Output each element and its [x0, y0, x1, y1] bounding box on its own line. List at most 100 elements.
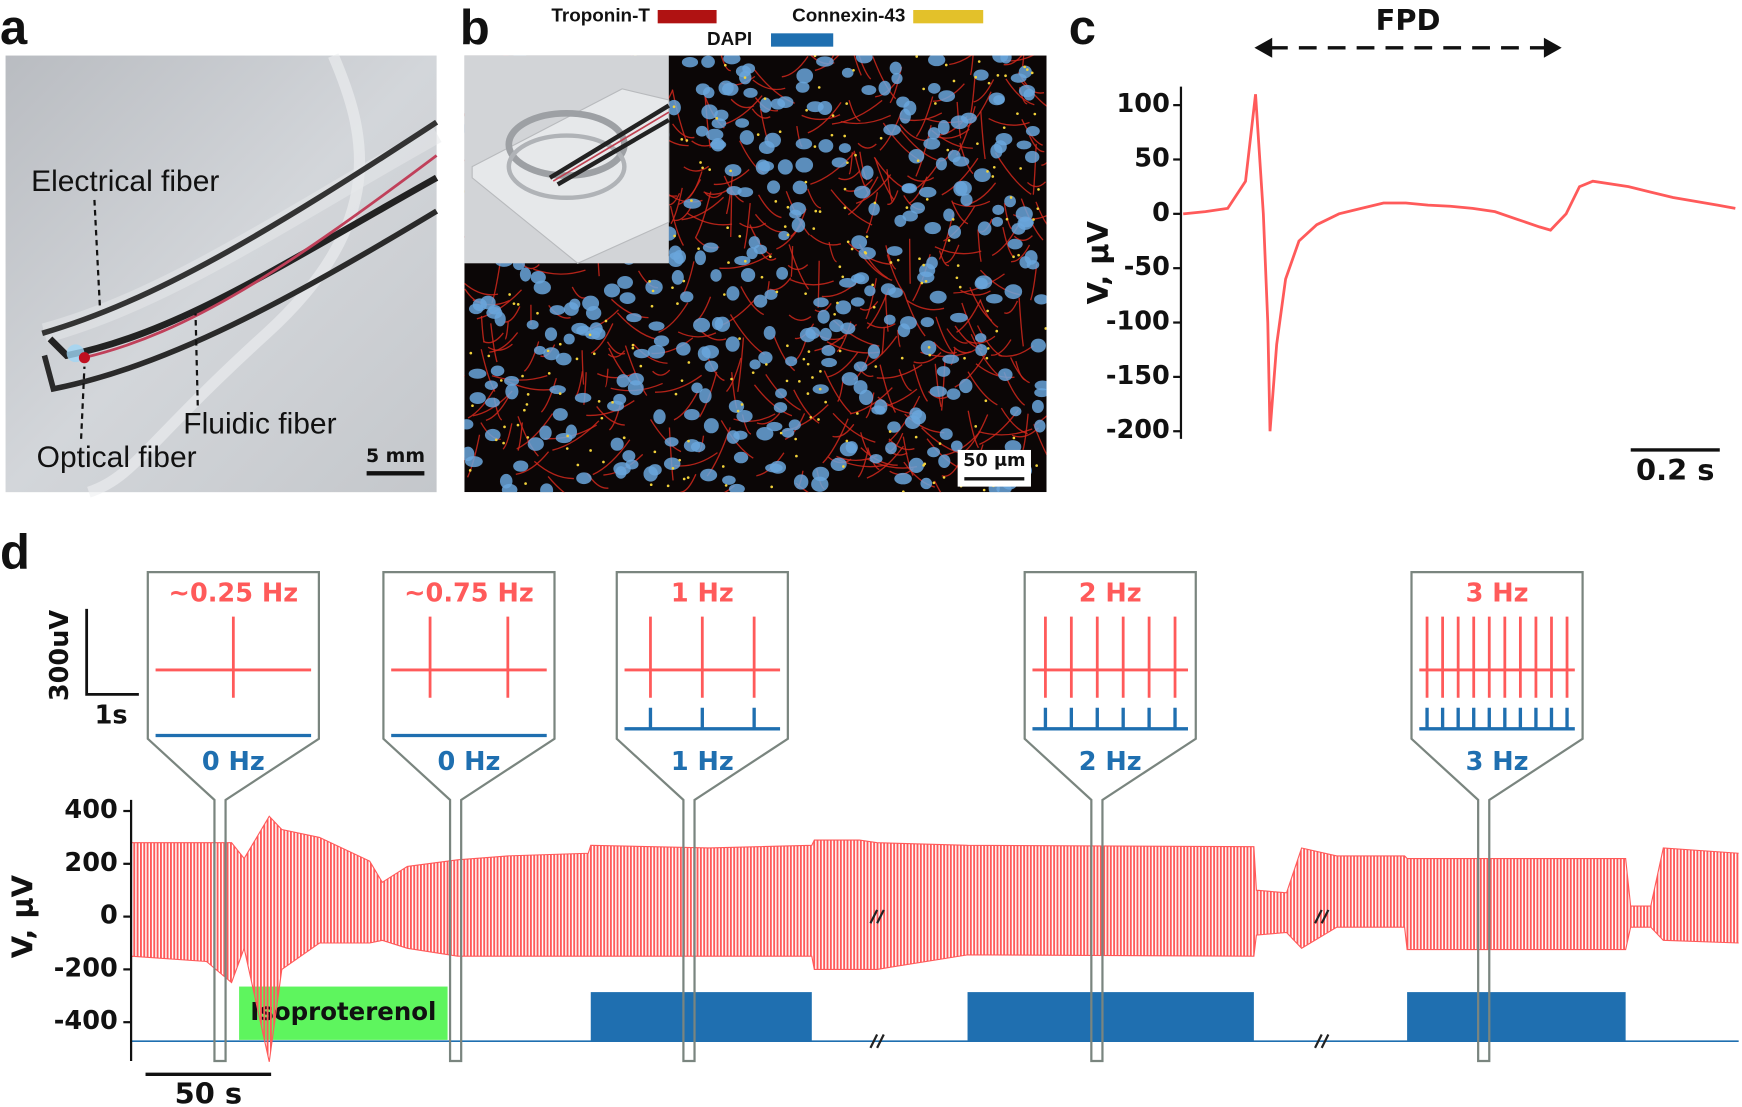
nucleus	[953, 181, 968, 197]
nucleus	[841, 372, 859, 386]
junction	[843, 187, 847, 191]
nucleus	[726, 185, 742, 196]
junction	[768, 255, 772, 259]
nucleus	[992, 55, 1009, 63]
nucleus	[684, 408, 700, 421]
fiber-texture	[788, 244, 810, 290]
nucleus	[869, 453, 883, 464]
nucleus	[946, 388, 961, 400]
fiber-texture	[681, 196, 725, 221]
fiber-texture	[720, 55, 731, 72]
junction	[856, 412, 859, 415]
fiber-texture	[743, 202, 751, 249]
junction	[934, 102, 937, 105]
nucleus	[691, 382, 703, 394]
legend-label: Troponin-T	[551, 6, 650, 27]
junction	[701, 166, 704, 170]
junction	[986, 347, 990, 350]
fiber-texture	[1027, 181, 1047, 188]
y-tick-label: -200	[54, 953, 118, 983]
inset-spikes	[155, 616, 312, 698]
nucleus	[494, 311, 506, 327]
junction	[1036, 207, 1040, 211]
nucleus	[763, 326, 776, 340]
nucleus	[891, 72, 903, 85]
nucleus	[1034, 380, 1047, 391]
nucleus	[726, 286, 740, 301]
junction	[925, 198, 929, 201]
nucleus	[711, 138, 725, 152]
fiber-texture	[1021, 118, 1043, 146]
nucleus	[697, 346, 711, 361]
junction	[738, 337, 741, 340]
fiber-texture	[464, 282, 499, 296]
junction	[521, 374, 524, 378]
fiber-texture	[1018, 297, 1024, 347]
y-tick-label: -150	[1106, 361, 1170, 391]
fiber-texture	[687, 212, 733, 226]
fiber-texture	[790, 246, 794, 277]
inset-frame	[1023, 571, 1197, 1063]
nucleus	[775, 388, 787, 399]
panel-label: c	[1069, 1, 1096, 55]
junction	[838, 265, 842, 269]
junction	[938, 442, 942, 445]
nucleus	[681, 57, 699, 68]
fiber-texture	[464, 112, 466, 116]
junction	[922, 263, 925, 267]
junction	[802, 357, 806, 361]
trace-upper	[131, 815, 1739, 907]
scale-bar-label: 0.2 s	[1636, 453, 1714, 487]
junction	[565, 447, 569, 450]
stimulus-block	[1407, 992, 1626, 1042]
junction	[920, 281, 924, 285]
fiber-texture	[590, 323, 614, 354]
junction	[795, 454, 798, 458]
fiber-texture	[838, 170, 861, 181]
fiber-texture	[966, 335, 996, 344]
inset-scale-x: 1s	[95, 701, 128, 731]
y-tick-label: -400	[54, 1006, 118, 1036]
junction	[639, 364, 643, 368]
junction	[956, 264, 960, 267]
junction	[889, 261, 893, 264]
nucleus	[886, 246, 903, 256]
fiber-texture	[810, 152, 855, 185]
fiber-texture	[857, 449, 869, 478]
fiber-texture	[1021, 55, 1025, 67]
nucleus	[1034, 419, 1046, 433]
junction	[942, 476, 946, 479]
scale-bar-label: 50 s	[175, 1076, 242, 1107]
nucleus	[830, 457, 847, 471]
junction	[1004, 74, 1007, 78]
junction	[842, 465, 845, 468]
junction	[558, 342, 562, 346]
junction	[819, 370, 822, 373]
nucleus	[985, 293, 1003, 304]
junction	[779, 431, 783, 435]
junction	[566, 434, 569, 438]
nucleus	[817, 309, 830, 324]
junction	[471, 404, 474, 408]
axis-break	[1314, 1034, 1330, 1049]
junction	[924, 279, 928, 283]
fiber-texture	[908, 238, 911, 284]
junction	[817, 86, 821, 89]
junction	[743, 76, 747, 79]
nucleus	[585, 330, 601, 340]
nucleus	[690, 441, 706, 453]
fiber-texture	[832, 412, 876, 443]
junction	[1016, 112, 1019, 116]
inset-spikes	[391, 616, 547, 698]
fiber-texture	[754, 213, 783, 233]
nucleus	[574, 392, 592, 403]
fiber-texture	[581, 350, 585, 385]
stimulus-block	[967, 992, 1254, 1042]
nucleus	[773, 402, 788, 413]
fiber-texture	[828, 242, 837, 263]
fiber-texture	[547, 476, 565, 493]
nucleus	[920, 317, 935, 328]
junction	[1017, 253, 1020, 257]
nucleus	[874, 399, 888, 415]
nucleus	[851, 235, 868, 250]
